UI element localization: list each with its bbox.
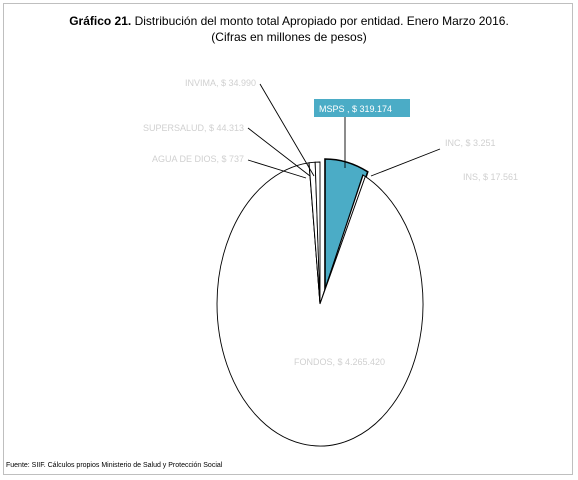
data-label-supersalud: SUPERSALUD, $ 44.313	[143, 123, 244, 133]
chart-title: Gráfico 21. Distribución del monto total…	[0, 14, 578, 28]
data-label-agua-de-dios: AGUA DE DIOS, $ 737	[152, 154, 244, 164]
chart-title-prefix: Gráfico 21.	[69, 14, 132, 28]
data-label-ins: INS, $ 17.561	[463, 172, 518, 182]
label-box-msps	[314, 99, 410, 117]
source-note: Fuente: SIIF. Cálculos propios Ministeri…	[6, 462, 223, 469]
chart-subtitle: (Cifras en millones de pesos)	[211, 30, 367, 44]
data-label-msps: MSPS , $ 319.174	[319, 104, 392, 114]
chart-frame	[3, 3, 573, 475]
leader-line-agua-de-dios	[247, 159, 307, 179]
pie-slice-invima	[314, 161, 321, 305]
leader-line-invima	[259, 83, 315, 177]
leader-line-inc	[370, 148, 441, 177]
leader-line-supersalud	[247, 127, 311, 177]
chart-title-main: Distribución del monto total Apropiado p…	[134, 14, 509, 28]
pie-slice-fondos	[216, 162, 424, 447]
data-label-fondos: FONDOS, $ 4.265.420	[294, 357, 385, 367]
data-label-inc: INC, $ 3.251	[445, 138, 496, 148]
data-label-invima: INVIMA, $ 34.990	[185, 78, 256, 88]
